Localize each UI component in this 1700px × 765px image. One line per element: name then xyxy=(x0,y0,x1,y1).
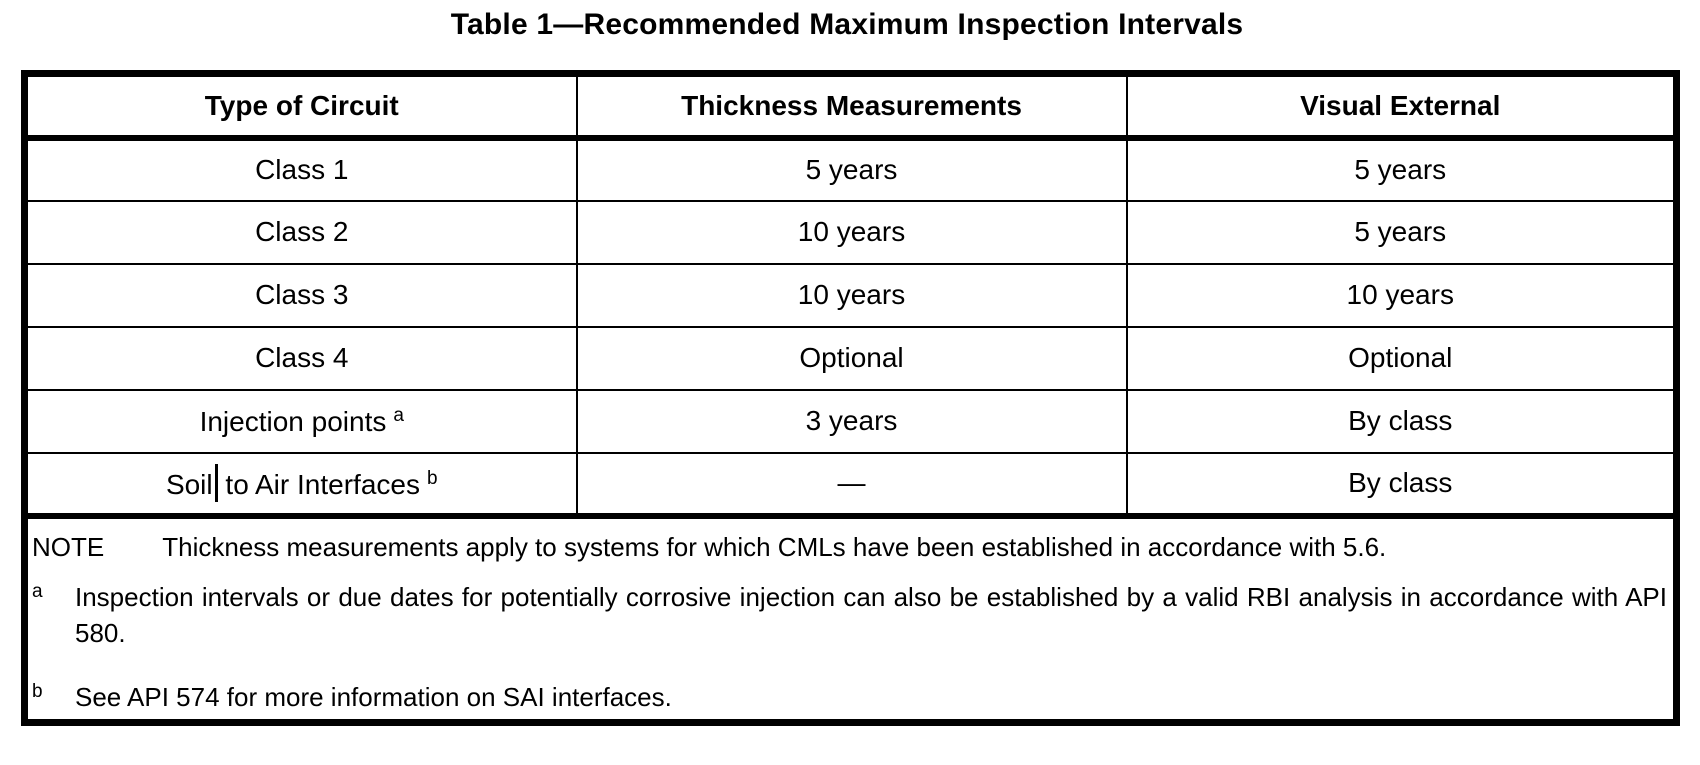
cell-thickness[interactable]: 10 years xyxy=(575,262,1128,328)
table-row: Injection points a 3 years By class xyxy=(23,388,1678,454)
footnote-a[interactable]: a Inspection intervals or due dates for … xyxy=(32,579,1667,651)
table-row: Class 4 Optional Optional xyxy=(23,325,1678,391)
cell-thickness[interactable]: — xyxy=(575,451,1128,519)
cell-circuit-label-after-cursor: to Air Interfaces xyxy=(217,469,420,500)
cell-thickness[interactable]: 10 years xyxy=(575,199,1128,265)
cell-circuit[interactable]: Class 4 xyxy=(23,325,578,391)
cell-visual[interactable]: 10 years xyxy=(1125,262,1678,328)
footnote-b[interactable]: b See API 574 for more information on SA… xyxy=(32,679,1667,715)
note-text: Thickness measurements apply to systems … xyxy=(162,531,1387,562)
cell-visual[interactable]: By class xyxy=(1125,388,1678,454)
header-row: Type of Circuit Thickness Measurements V… xyxy=(23,72,1678,141)
cell-circuit-label: Injection points xyxy=(199,405,387,437)
cell-thickness[interactable]: Optional xyxy=(575,325,1128,391)
cell-visual[interactable]: 5 years xyxy=(1125,136,1678,202)
column-header-visual-external[interactable]: Visual External xyxy=(1125,72,1678,141)
footnote-ref-b: b xyxy=(426,468,438,489)
column-header-type-of-circuit[interactable]: Type of Circuit xyxy=(23,72,578,141)
table-row: Class 2 10 years 5 years xyxy=(23,199,1678,265)
general-note[interactable]: NOTE Thickness measurements apply to syst… xyxy=(32,529,1667,565)
cell-circuit[interactable]: Soil to Air Interfaces b xyxy=(23,451,578,519)
cell-circuit[interactable]: Class 1 xyxy=(23,136,578,202)
note-label: NOTE xyxy=(32,531,105,562)
cell-thickness[interactable]: 3 years xyxy=(575,388,1128,454)
cell-circuit[interactable]: Class 3 xyxy=(23,262,578,328)
inspection-intervals-table: Type of Circuit Thickness Measurements V… xyxy=(21,70,1680,726)
cell-visual[interactable]: 5 years xyxy=(1125,199,1678,265)
footnote-b-marker: b xyxy=(32,680,43,702)
column-header-thickness-measurements[interactable]: Thickness Measurements xyxy=(575,72,1128,141)
table-row: Soil to Air Interfaces b — By class xyxy=(23,451,1678,519)
notes-row: NOTE Thickness measurements apply to syst… xyxy=(23,514,1678,726)
table-row: Class 3 10 years 10 years xyxy=(23,262,1678,328)
footnote-ref-a: a xyxy=(393,404,404,426)
footnote-a-marker: a xyxy=(32,580,43,602)
footnote-b-text: See API 574 for more information on SAI … xyxy=(75,681,672,712)
cell-visual[interactable]: By class xyxy=(1125,451,1678,519)
cell-circuit[interactable]: Class 2 xyxy=(23,199,578,265)
cell-visual[interactable]: Optional xyxy=(1125,325,1678,391)
table-notes[interactable]: NOTE Thickness measurements apply to syst… xyxy=(23,514,1678,726)
cell-circuit-label-before-cursor: Soil xyxy=(165,469,213,500)
cell-circuit[interactable]: Injection points a xyxy=(23,388,578,454)
footnote-a-text: Inspection intervals or due dates for po… xyxy=(75,581,1667,648)
table-title[interactable]: Table 1—Recommended Maximum Inspection I… xyxy=(450,8,1244,41)
table-row: Class 1 5 years 5 years xyxy=(23,136,1678,202)
text-cursor xyxy=(214,464,218,502)
cell-thickness[interactable]: 5 years xyxy=(575,136,1128,202)
